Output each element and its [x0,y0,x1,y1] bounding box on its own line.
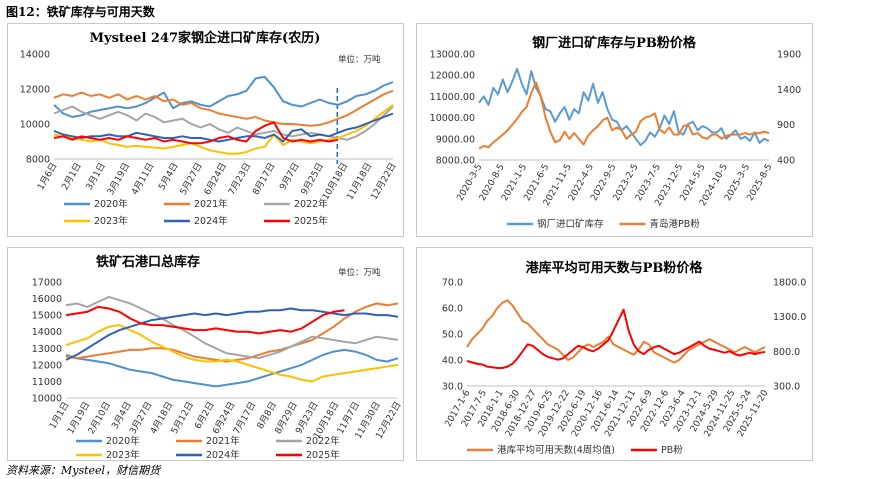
panel-port-total-inventory: 铁矿石港口总库存单位：万吨 10000 11000 12000 13000 14000 15… [7,247,404,461]
chart3-ytick-3: 13000 [32,344,62,355]
chart1-legend-label-3: 2023年 [94,215,128,227]
chart3-ytick-1: 11000 [32,377,62,388]
chart2-legend-label-0: 钢厂进口矿库存 [537,218,604,230]
chart4-y2tick-0: 300.0 [773,382,800,393]
chart3-title: 铁矿石港口总库存 [95,254,200,270]
chart1-xtick-4-11: 4月11日 [129,161,156,197]
chart1-unit: 单位：万吨 [338,54,381,65]
chart1-legend-label-5: 2025年 [294,215,328,227]
chart2-ytick-1: 9000.00 [436,134,475,145]
chart3-legend-label-0: 2020年 [106,435,140,447]
chart1-xtick-9-7: 9月7日 [277,161,301,192]
figure-title: 图12：铁矿库存与可用天数 [6,5,155,19]
chart-inventory-vs-pb-price: 钢厂进口矿库存与PB粉价格 8000.00 9000.00 10000.00 11000… [430,35,802,230]
chart1-title: Mysteel 247家钢企进口矿库存(农历) [90,30,321,46]
panel-inventory-vs-pb-price: 钢厂进口矿库存与PB粉价格 8000.00 9000.00 10000.00 11000… [416,23,813,237]
chart2-ytick-5: 13000.00 [430,50,475,61]
chart1-xtick-1-6: 1月6日 [35,161,59,192]
chart4-legend-label-0: 港库平均可用天数(4周均值) [497,444,615,456]
chart1-ytick-1: 10000 [20,120,50,131]
chart2-ytick-3: 11000.00 [430,92,475,103]
chart4-series-pb-line [466,308,766,369]
chart1-series-2020-line [53,75,394,118]
chart1-xtick-6-24: 6月24日 [202,161,229,197]
chart2-y2tick-2: 1400 [777,85,801,96]
chart1-ytick-2: 12000 [20,85,50,96]
chart1-xtick-7-23: 7月23日 [226,161,253,197]
chart2-series-pb-line [478,81,770,150]
chart2-title: 钢厂进口矿库存与PB粉价格 [532,35,697,51]
chart4-legend-label-1: PB粉 [661,444,683,456]
chart3-ytick-7: 17000 [32,278,62,289]
chart1-legend-label-1: 2021年 [194,198,228,210]
chart1-xtick-3-1: 3月1日 [84,161,108,192]
panel-steel-mill-inventory: Mysteel 247家钢企进口矿库存(农历) 单位：万吨 8000 10000 120… [7,23,404,237]
chart4-title: 港库平均可用天数与PB粉价格 [526,260,704,276]
chart1-xtick-2-1: 2月1日 [60,161,84,192]
chart2-y2tick-0: 400 [777,156,795,167]
chart1-xtick-8-17: 8月17日 [250,161,277,197]
chart3-unit: 单位：万吨 [338,267,381,278]
chart4-y2tick-3: 1800.0 [773,278,806,289]
chart3-ytick-0: 10000 [32,394,62,405]
chart4-y2tick-2: 1300.0 [773,312,806,323]
chart2-legend-label-1: 青岛港PB粉 [650,218,701,230]
chart3-legend-label-5: 2025年 [306,449,340,460]
chart1-legend-label-0: 2020年 [94,198,128,210]
chart2-series-v-line [478,67,770,147]
chart3-series-2024-line [65,307,399,361]
chart1-xtick-3-19: 3月19日 [105,161,132,197]
chart1-xtick-5-27: 5月27日 [178,161,205,197]
chart1-series-2023-line [53,104,394,155]
chart1-legend-label-4: 2024年 [194,215,228,227]
chart4-series-4-line [466,299,766,364]
chart2-ytick-2: 10000.00 [430,113,475,124]
chart2-ytick-0: 8000.00 [436,156,475,167]
chart-steel-mill-inventory: Mysteel 247家钢企进口矿库存(农历) 单位：万吨 8000 10000 120… [20,30,399,227]
chart2-y2tick-3: 1900 [777,50,801,61]
chart1-series-2025-line [53,121,339,145]
chart3-legend-label-1: 2021年 [206,435,240,447]
chart3-series-2023-line [65,324,399,383]
chart3-ytick-5: 15000 [32,311,62,322]
chart1-series-2024-line [53,112,394,143]
panel-available-days-vs-pb-price: 港库平均可用天数与PB粉价格 30.0 40.0 50.0 60.0 70.0 300.0 8… [416,247,813,461]
chart1-xtick-9-25: 9月25日 [299,161,326,197]
chart1-xtick-5-4: 5月4日 [156,161,180,192]
chart3-legend-label-2: 2022年 [306,435,340,447]
chart4-ytick-4: 70.0 [442,278,463,289]
chart3-legend-label-4: 2024年 [206,449,240,460]
chart4-ytick-2: 50.0 [442,330,463,341]
chart1-ytick-3: 14000 [20,50,50,61]
source-note: 资料来源：Mysteel，财信期货 [6,464,161,477]
chart4-ytick-0: 30.0 [442,382,463,393]
chart4-y2tick-1: 800.0 [773,347,800,358]
chart3-ytick-6: 16000 [32,294,62,305]
chart3-series-2022-line [65,295,399,360]
chart3-series-2020-line [65,348,399,388]
chart1-ytick-0: 8000 [26,155,50,166]
chart3-ytick-2: 12000 [32,360,62,371]
chart4-ytick-3: 60.0 [442,304,463,315]
chart2-y2tick-1: 900 [777,120,795,131]
chart2-ytick-4: 12000.00 [430,71,475,82]
chart-available-days-vs-pb-price: 港库平均可用天数与PB粉价格 30.0 40.0 50.0 60.0 70.0 300.0 8… [442,260,806,456]
chart3-ytick-4: 14000 [32,327,62,338]
chart1-legend-label-2: 2022年 [294,198,328,210]
chart3-legend-label-3: 2023年 [106,449,140,460]
chart4-ytick-1: 40.0 [442,356,463,367]
chart1-series-2021-line [53,89,394,127]
chart3-series-2025-line [65,305,345,335]
